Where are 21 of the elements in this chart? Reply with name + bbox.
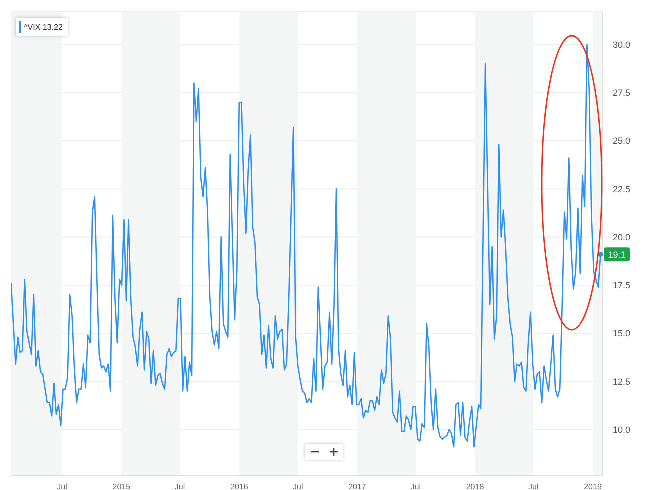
y-tick-label: 12.5 [613,376,631,387]
x-tick-label: 2018 [466,482,485,490]
x-tick-label: 2017 [348,482,367,490]
x-tick-label: 2015 [112,482,132,490]
y-tick-label: 20.0 [613,232,631,242]
x-tick-label: Jul [410,482,422,490]
x-tick-label: Jul [174,482,186,490]
y-tick-label: 25.0 [613,136,631,146]
x-tick-label: Jul [528,482,539,490]
y-tick-label: 30.0 [613,40,631,50]
x-tick-label: Jul [57,482,68,490]
y-tick-label: 15.0 [613,328,631,339]
x-tick-label: Jul [293,482,304,490]
x-tick-label: 2019 [584,482,602,490]
annotation: 19.1 [608,250,626,260]
x-tick-label: 2016 [230,482,249,490]
y-tick-label: 22.5 [613,184,631,194]
y-tick-label: 17.5 [613,280,631,291]
y-tick-label: 10.0 [613,424,631,435]
y-tick-label: 27.5 [613,88,631,98]
legend-label: ^VIX 13.22 [24,22,63,32]
